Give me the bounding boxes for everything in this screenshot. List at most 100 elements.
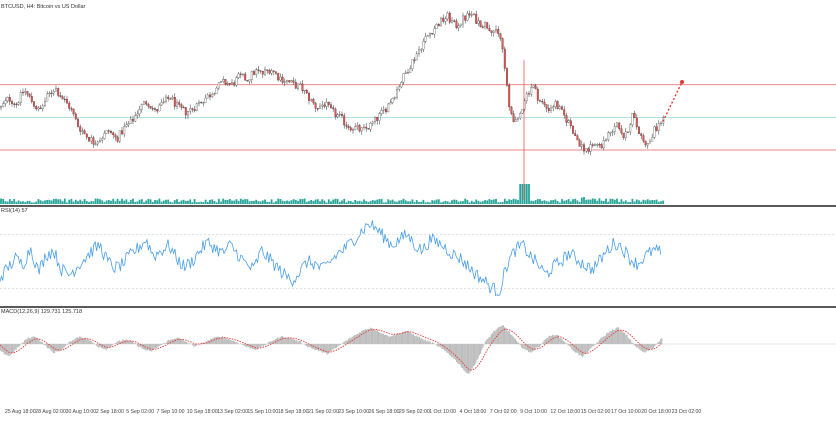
candle-body — [244, 73, 247, 81]
macd-hist-bar — [348, 338, 350, 344]
macd-hist-bar — [165, 342, 167, 344]
time-tick: 18 Sep 18:00 — [277, 409, 309, 415]
macd-hist-bar — [235, 342, 237, 344]
candle-body — [277, 73, 280, 81]
candle-body — [420, 49, 423, 51]
macd-hist-bar — [140, 344, 142, 348]
macd-hist-bar — [555, 335, 557, 344]
volume-bar — [195, 202, 198, 204]
macd-hist-bar — [488, 337, 490, 344]
candle-body — [151, 108, 154, 110]
macd-hist-bar — [289, 337, 291, 344]
volume-bar — [61, 201, 64, 204]
price-chart[interactable] — [0, 0, 836, 205]
volume-bar — [248, 201, 251, 204]
macd-pane[interactable]: MACD(12,26,9) 129.731 125.718 — [0, 308, 836, 404]
macd-hist-bar — [211, 338, 213, 344]
macd-hist-bar — [572, 344, 574, 351]
macd-hist-bar — [507, 330, 509, 344]
macd-hist-bar — [236, 342, 238, 344]
volume-bar — [424, 202, 427, 204]
macd-hist-bar — [478, 344, 480, 356]
candle-body — [314, 102, 317, 109]
macd-hist-bar — [404, 331, 406, 344]
macd-hist-bar — [506, 330, 508, 344]
macd-hist-bar — [132, 341, 134, 344]
volume-bar — [486, 200, 489, 204]
candle-body — [429, 33, 431, 36]
pane-separator-1[interactable] — [0, 205, 836, 207]
pane-separator-2[interactable] — [0, 306, 836, 308]
volume-bar — [569, 201, 572, 204]
candle-body — [596, 144, 599, 146]
macd-hist-bar — [368, 328, 370, 344]
macd-hist-bar — [421, 337, 423, 344]
candle-body — [105, 130, 108, 134]
volume-bar — [398, 200, 401, 204]
rsi-pane[interactable]: RSI(14) 57 — [0, 207, 836, 306]
macd-hist-bar — [159, 344, 161, 346]
candle-body — [407, 72, 409, 74]
macd-hist-bar — [511, 335, 513, 344]
macd-hist-bar — [325, 344, 327, 353]
candle-body — [123, 126, 126, 135]
volume-bar — [37, 199, 40, 204]
candle-body — [323, 104, 326, 107]
candle-body — [380, 110, 383, 114]
macd-hist-bar — [160, 344, 162, 345]
volume-bar — [19, 201, 22, 204]
macd-hist-bar — [75, 337, 77, 344]
candle-body — [189, 108, 192, 112]
volume-bar — [536, 199, 539, 204]
macd-hist-bar — [220, 337, 222, 344]
rsi-chart[interactable] — [0, 207, 836, 306]
volume-bar — [479, 201, 482, 204]
candle-body — [59, 95, 62, 97]
volume-bar — [314, 199, 317, 204]
macd-hist-bar — [484, 341, 486, 344]
volume-bar — [407, 201, 409, 204]
candle-body — [374, 117, 376, 123]
volume-bar — [451, 200, 453, 204]
volume-bar — [222, 198, 225, 204]
macd-hist-bar — [88, 340, 90, 344]
macd-hist-bar — [25, 339, 27, 344]
macd-hist-bar — [332, 344, 334, 350]
candle-body — [248, 79, 251, 82]
macd-hist-bar — [56, 344, 58, 352]
candle-body — [530, 87, 533, 95]
macd-hist-bar — [318, 344, 320, 352]
macd-hist-bar — [390, 336, 392, 344]
volume-bar — [341, 200, 343, 204]
macd-hist-bar — [261, 344, 263, 346]
candle-body — [200, 102, 203, 104]
macd-hist-bar — [538, 344, 540, 348]
volume-bar — [299, 199, 302, 204]
candle-body — [525, 93, 528, 101]
volume-bar — [539, 199, 541, 204]
macd-hist-bar — [103, 344, 105, 350]
macd-hist-bar — [74, 338, 76, 344]
volume-bar — [411, 199, 414, 204]
macd-chart[interactable] — [0, 308, 836, 404]
price-pane[interactable]: BTCUSD, H4: Bitcoin vs US Dollar — [0, 0, 836, 205]
volume-bar — [382, 202, 385, 204]
macd-hist-bar — [642, 344, 644, 352]
candle-body — [68, 102, 71, 109]
macd-hist-bar — [214, 337, 216, 344]
candle-body — [607, 132, 610, 141]
macd-hist-bar — [18, 344, 20, 347]
macd-hist-bar — [362, 329, 364, 344]
volume-bar — [365, 201, 368, 204]
macd-hist-bar — [439, 344, 441, 347]
volume-bar — [488, 199, 491, 204]
volume-bar — [110, 200, 112, 204]
candle-body — [330, 104, 332, 108]
macd-hist-bar — [270, 341, 272, 344]
macd-hist-bar — [276, 338, 278, 344]
volume-bar — [310, 199, 313, 204]
volume-bar — [462, 201, 464, 204]
candle-body — [481, 26, 484, 28]
macd-hist-bar — [536, 344, 538, 348]
candle-body — [431, 33, 434, 35]
